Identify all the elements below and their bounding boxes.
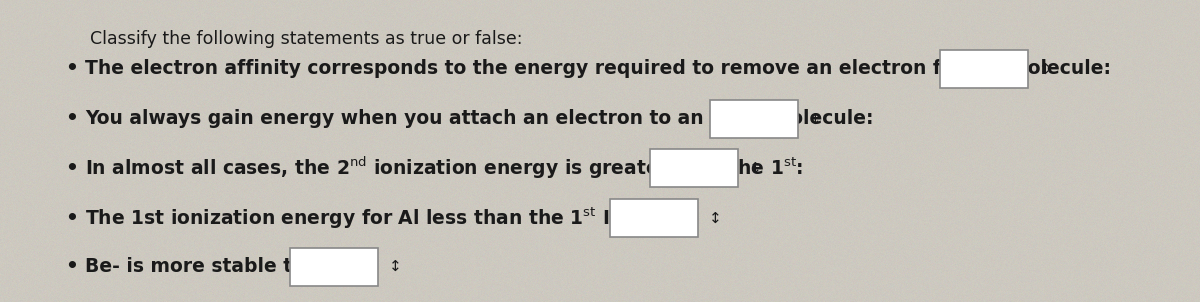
Text: •: • — [65, 108, 78, 127]
Text: •: • — [65, 208, 78, 227]
Text: •: • — [65, 59, 78, 78]
Text: ↕: ↕ — [389, 259, 401, 274]
Bar — [610, 199, 698, 237]
Text: The electron affinity corresponds to the energy required to remove an electron f: The electron affinity corresponds to the… — [85, 59, 1111, 78]
Text: •: • — [65, 256, 78, 275]
Bar — [290, 248, 378, 286]
Bar — [940, 50, 1028, 88]
Text: ↕: ↕ — [809, 111, 821, 127]
Text: You always gain energy when you attach an electron to an atom/molecule:: You always gain energy when you attach a… — [85, 108, 874, 127]
Text: The 1st ionization energy for Al less than the 1$^{\rm st}$ IE for Si:: The 1st ionization energy for Al less th… — [85, 205, 692, 231]
Text: Be- is more stable than Be:: Be- is more stable than Be: — [85, 256, 373, 275]
Text: ↕: ↕ — [1039, 62, 1051, 76]
Bar — [710, 100, 798, 138]
Bar — [650, 149, 738, 187]
Text: ↕: ↕ — [709, 210, 721, 226]
Text: ↕: ↕ — [749, 160, 761, 175]
Text: Classify the following statements as true or false:: Classify the following statements as tru… — [90, 30, 522, 48]
Text: In almost all cases, the 2$^{\rm nd}$ ionization energy is greater than the 1$^{: In almost all cases, the 2$^{\rm nd}$ io… — [85, 155, 803, 181]
Text: •: • — [65, 159, 78, 178]
